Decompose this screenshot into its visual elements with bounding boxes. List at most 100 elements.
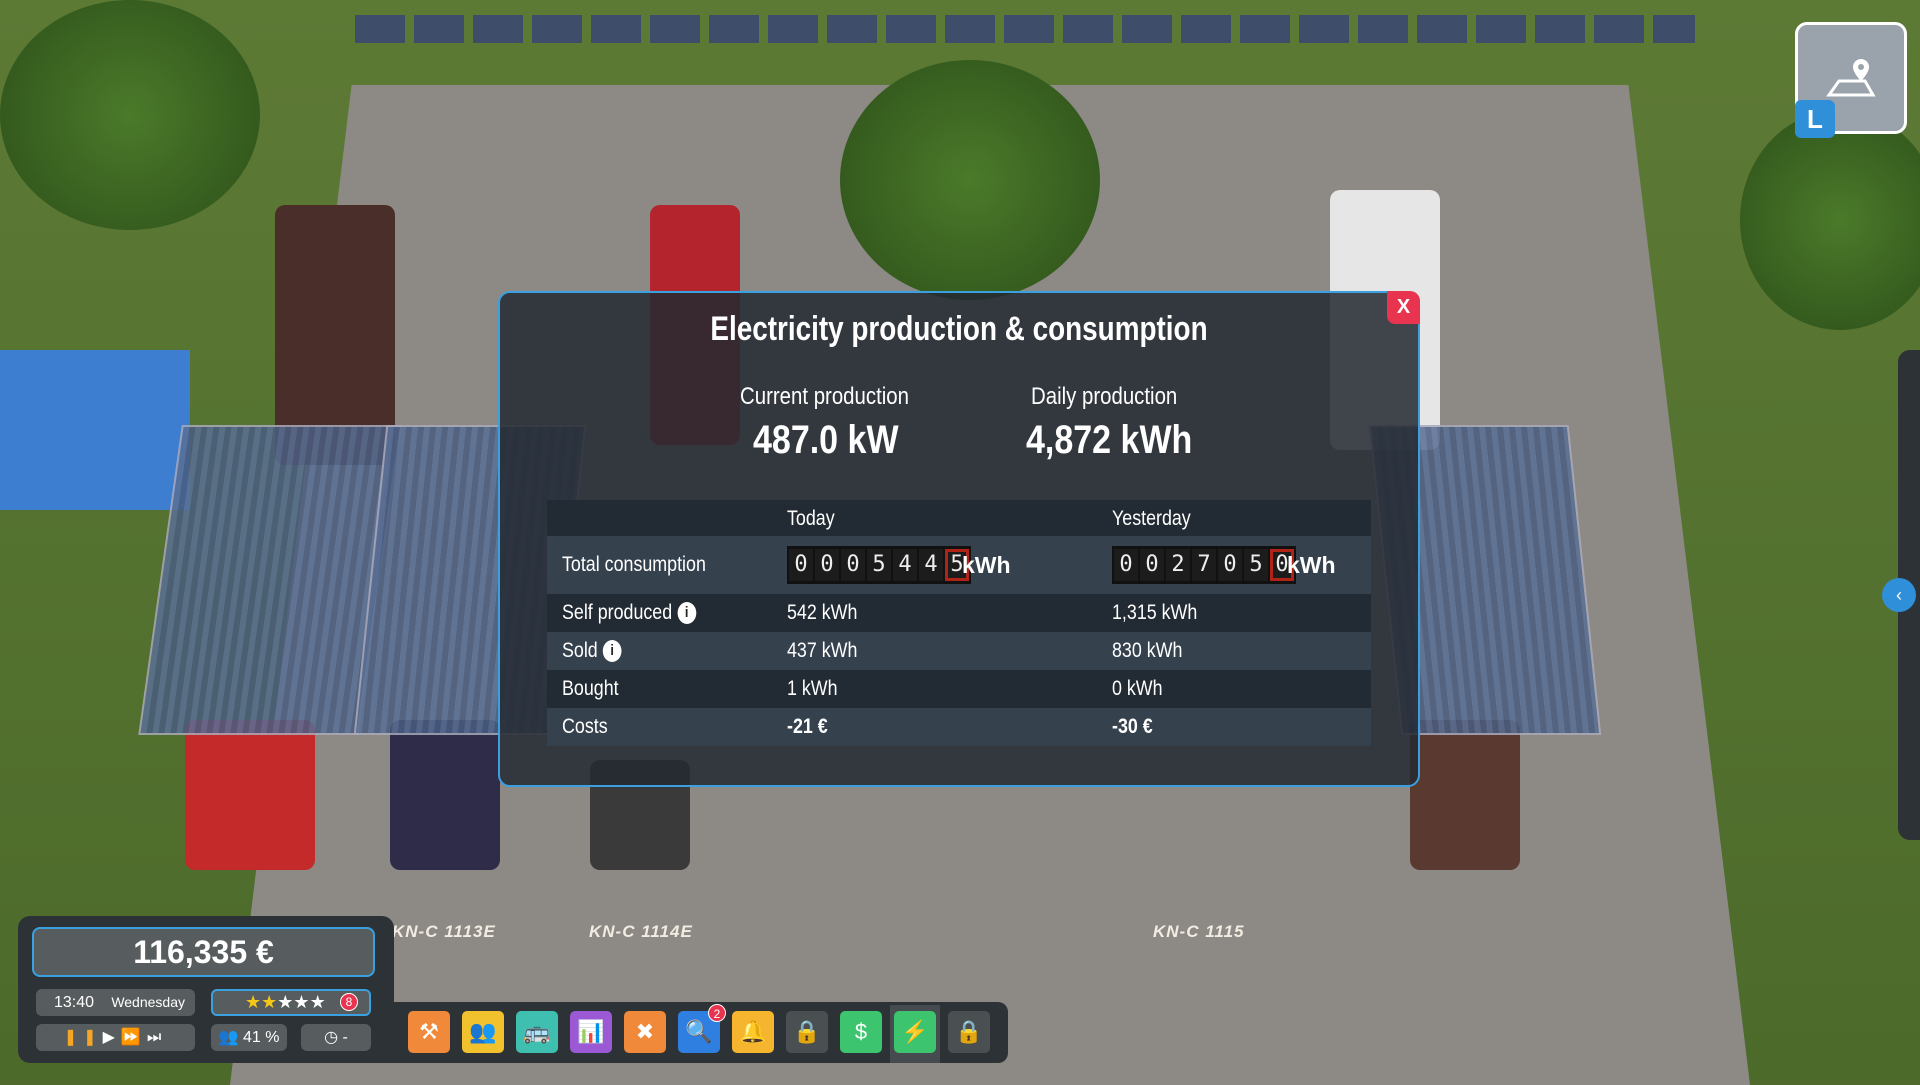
row-label: Costs bbox=[562, 715, 608, 738]
population[interactable]: 👥 41 % bbox=[211, 1024, 287, 1051]
odometer-digit: 0 bbox=[789, 549, 813, 581]
bus-plate: KN-C 1113E bbox=[392, 922, 496, 941]
bus-wash bbox=[0, 350, 190, 510]
star-icon: ★ bbox=[261, 992, 278, 1012]
odometer-digit: 5 bbox=[1244, 549, 1268, 581]
current-production-label: Current production bbox=[740, 383, 909, 410]
tools-icon: ⚒ bbox=[419, 1019, 439, 1044]
today-value: 542 kWh bbox=[787, 601, 858, 624]
unit: kWh bbox=[962, 552, 1011, 578]
workshop-icon: ✖ bbox=[635, 1019, 655, 1044]
tools-button[interactable]: ⚒ bbox=[408, 1011, 450, 1053]
odometer-digit: 0 bbox=[1218, 549, 1242, 581]
yesterday-value: 0 kWh bbox=[1112, 677, 1163, 700]
fast-forward-button[interactable]: ⏩ bbox=[120, 1029, 147, 1046]
solar-panel-row bbox=[355, 15, 1695, 43]
table-row: Self produced i 542 kWh 1,315 kWh bbox=[547, 594, 1371, 632]
info-icon[interactable]: i bbox=[602, 640, 622, 663]
odometer-digit: 0 bbox=[815, 549, 839, 581]
dialog-title: Electricity production & consumption bbox=[710, 310, 1208, 348]
current-production-value: 487.0 kW bbox=[753, 418, 899, 462]
table-row: Sold i 437 kWh 830 kWh bbox=[547, 632, 1371, 670]
date-time: 13:40 Wednesday bbox=[36, 989, 195, 1016]
bus bbox=[185, 720, 315, 870]
locked-calendar-icon: 🔒 bbox=[793, 1019, 821, 1044]
today-value: -21 € bbox=[787, 715, 828, 738]
clock-icon: ◷ bbox=[324, 1029, 339, 1046]
finance-button[interactable]: $ bbox=[840, 1011, 882, 1053]
row-label: Self produced bbox=[562, 601, 673, 624]
tree bbox=[1740, 110, 1920, 330]
people-button[interactable]: 👥 bbox=[462, 1011, 504, 1053]
odometer-digit: 0 bbox=[1114, 549, 1138, 581]
lightning-icon: ⚡ bbox=[901, 1019, 929, 1044]
bell-icon: 🔔 bbox=[739, 1019, 767, 1044]
star-rating: ★★★★★ bbox=[245, 991, 326, 1014]
notification-badge: 2 bbox=[708, 1004, 726, 1022]
yesterday-value: -30 € bbox=[1112, 715, 1153, 738]
minimap-hotkey: L bbox=[1795, 100, 1835, 138]
yesterday-value: 1,315 kWh bbox=[1112, 601, 1198, 624]
clock-button[interactable]: ◷ - bbox=[301, 1024, 371, 1051]
odometer-digit: 0 bbox=[1140, 549, 1164, 581]
bus bbox=[275, 205, 395, 465]
route-stats-icon: 📊 bbox=[577, 1019, 605, 1044]
bus-button[interactable]: 🚌 bbox=[516, 1011, 558, 1053]
close-button[interactable]: X bbox=[1387, 291, 1420, 324]
star-icon: ★ bbox=[309, 992, 326, 1012]
row-label: Total consumption bbox=[562, 553, 706, 576]
play-button[interactable]: ▶ bbox=[102, 1029, 121, 1046]
info-icon[interactable]: i bbox=[677, 602, 696, 625]
odometer-digit: 5 bbox=[867, 549, 891, 581]
route-stats-button[interactable]: 📊 bbox=[570, 1011, 612, 1053]
bus-plate: KN-C 1114E bbox=[589, 922, 693, 941]
finance-icon: $ bbox=[854, 1019, 868, 1044]
rating-button[interactable]: ★★★★★ 8 bbox=[211, 989, 371, 1016]
chevron-left-icon[interactable]: ‹ bbox=[1882, 578, 1916, 612]
population-value: 41 % bbox=[242, 1029, 280, 1046]
daily-production-label: Daily production bbox=[1031, 383, 1178, 410]
bus-icon: 🚌 bbox=[523, 1019, 551, 1044]
lightning-button[interactable]: ⚡ bbox=[894, 1011, 936, 1053]
lock-icon: 🔒 bbox=[955, 1019, 983, 1044]
bell-button[interactable]: 🔔 bbox=[732, 1011, 774, 1053]
map-pin-icon bbox=[1826, 59, 1876, 97]
today-value: 437 kWh bbox=[787, 639, 858, 662]
people-icon: 👥 bbox=[469, 1019, 497, 1044]
odometer-digit: 0 bbox=[841, 549, 865, 581]
bus bbox=[390, 720, 500, 870]
odometer-digit: 2 bbox=[1166, 549, 1190, 581]
star-icon: ★ bbox=[277, 992, 294, 1012]
yesterday-value: 830 kWh bbox=[1112, 639, 1183, 662]
odometer-digit: 7 bbox=[1192, 549, 1216, 581]
search-window-icon: 🔍 bbox=[685, 1019, 713, 1044]
weekday: Wednesday bbox=[111, 994, 185, 1010]
tree bbox=[0, 0, 260, 230]
column-today: Today bbox=[787, 507, 835, 530]
bus bbox=[1410, 720, 1520, 870]
row-label: Bought bbox=[562, 677, 619, 700]
bus-plate: KN-C 1115 bbox=[1153, 922, 1245, 941]
table-row: Bought 1 kWh 0 kWh bbox=[547, 670, 1371, 708]
time: 13:40 bbox=[54, 994, 95, 1011]
star-icon: ★ bbox=[293, 992, 310, 1012]
today-value: 1 kWh bbox=[787, 677, 838, 700]
people-icon: 👥 bbox=[218, 1029, 239, 1046]
fastest-button[interactable]: ⏭ bbox=[146, 1029, 168, 1046]
lock-button[interactable]: 🔒 bbox=[948, 1011, 990, 1053]
unit: kWh bbox=[1287, 552, 1336, 578]
odometer-digit: 4 bbox=[893, 549, 917, 581]
daily-production-value: 4,872 kWh bbox=[1026, 418, 1193, 462]
odometer-digit: 0 bbox=[1270, 549, 1294, 581]
rating-badge: 8 bbox=[340, 993, 358, 1011]
odometer-digit: 4 bbox=[919, 549, 943, 581]
workshop-button[interactable]: ✖ bbox=[624, 1011, 666, 1053]
locked-calendar-button[interactable]: 🔒 bbox=[786, 1011, 828, 1053]
clock-value: - bbox=[342, 1029, 348, 1046]
pause-button[interactable]: ❚❚ bbox=[63, 1029, 103, 1046]
column-yesterday: Yesterday bbox=[1112, 507, 1191, 530]
